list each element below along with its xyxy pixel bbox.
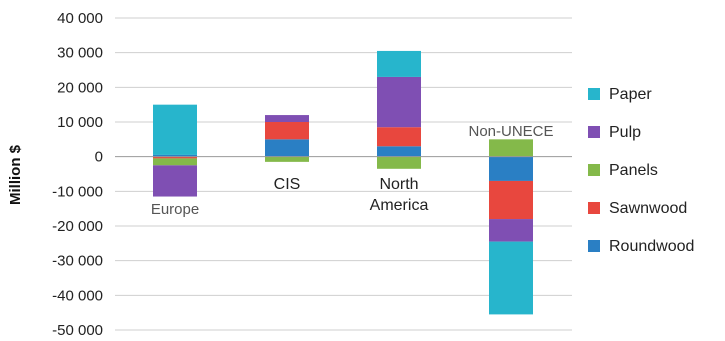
bar-segment-panels-non-unece	[489, 139, 533, 157]
bar-segment-roundwood-cis	[265, 139, 309, 157]
bar-segment-pulp-europe	[153, 165, 197, 197]
bar-segment-pulp-non-unece	[489, 219, 533, 242]
y-tick-label: 30 000	[57, 45, 103, 62]
legend-swatch-panels	[588, 164, 600, 176]
bar-segment-roundwood-non-unece	[489, 156, 533, 181]
bar-segment-sawnwood-europe	[153, 156, 197, 159]
y-tick-label: 0	[95, 149, 103, 166]
category-label: CIS	[274, 176, 301, 193]
bar-segment-panels-north-america	[377, 156, 421, 169]
y-axis-tick-labels: 40 000 30 000 20 000 10 000 0 -10 000 -20 000 -…	[52, 10, 103, 339]
bar-segment-sawnwood-non-unece	[489, 180, 533, 220]
legend-swatch-paper	[588, 88, 600, 100]
legend-label-pulp: Pulp	[609, 124, 641, 141]
bars	[153, 50, 533, 315]
y-axis-title: Million $	[7, 144, 24, 205]
category-label: North America	[370, 176, 429, 214]
legend-swatch-roundwood	[588, 240, 600, 252]
y-tick-label: -30 000	[52, 253, 103, 270]
legend-swatch-pulp	[588, 126, 600, 138]
y-tick-label: 10 000	[57, 114, 103, 131]
bar-segment-paper-non-unece	[489, 241, 533, 315]
y-tick-label: -50 000	[52, 322, 103, 339]
category-label: Europe	[151, 201, 199, 218]
legend-label-panels: Panels	[609, 162, 658, 179]
bar-segment-sawnwood-cis	[265, 122, 309, 140]
bar-segment-roundwood-europe	[153, 154, 197, 157]
y-tick-label: 40 000	[57, 10, 103, 27]
bar-segment-sawnwood-north-america	[377, 127, 421, 147]
y-tick-label: -20 000	[52, 218, 103, 235]
bar-segment-panels-cis	[265, 156, 309, 162]
bar-segment-panels-europe	[153, 158, 197, 166]
category-label: Non-UNECE	[468, 123, 553, 140]
bar-segment-roundwood-north-america	[377, 146, 421, 157]
y-tick-label: -10 000	[52, 183, 103, 200]
bar-segment-pulp-north-america	[377, 76, 421, 128]
bar-segment-paper-north-america	[377, 50, 421, 77]
legend-label-sawnwood: Sawnwood	[609, 200, 687, 217]
bar-segment-pulp-cis	[265, 115, 309, 122]
bar-segment-paper-europe	[153, 104, 197, 155]
y-tick-label: -40 000	[52, 287, 103, 304]
legend-label-paper: Paper	[609, 86, 652, 103]
category-labels: Europe CIS North America Non-UNECE	[151, 123, 554, 218]
legend: Paper Pulp Panels Sawnwood Roundwood	[588, 86, 694, 255]
y-tick-label: 20 000	[57, 79, 103, 96]
legend-label-roundwood: Roundwood	[609, 238, 694, 255]
legend-swatch-sawnwood	[588, 202, 600, 214]
